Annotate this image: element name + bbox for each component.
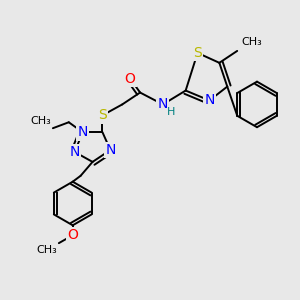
- Text: CH₃: CH₃: [30, 116, 51, 126]
- Text: N: N: [77, 125, 88, 139]
- Text: H: H: [167, 107, 175, 117]
- Text: O: O: [67, 228, 78, 242]
- Text: O: O: [125, 72, 136, 86]
- Text: N: N: [158, 98, 168, 111]
- Text: S: S: [98, 108, 107, 122]
- Text: N: N: [105, 143, 116, 157]
- Text: CH₃: CH₃: [241, 37, 262, 47]
- Text: N: N: [70, 145, 80, 159]
- Text: CH₃: CH₃: [36, 245, 57, 255]
- Text: S: S: [193, 46, 202, 60]
- Text: N: N: [204, 94, 214, 107]
